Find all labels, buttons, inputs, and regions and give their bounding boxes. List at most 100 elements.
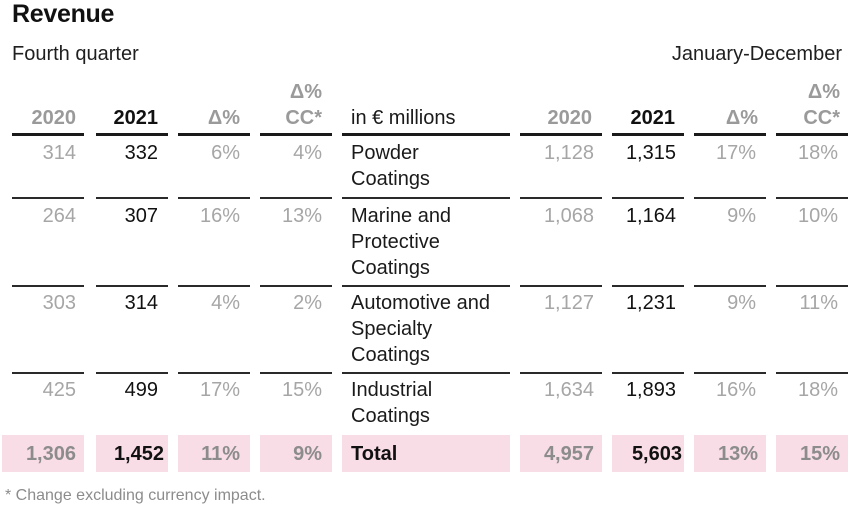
header-rule — [96, 133, 168, 136]
total-cell-bg — [612, 435, 684, 472]
q-delta-value: 6% — [211, 142, 240, 164]
row-rule — [96, 372, 168, 374]
q-2021-value: 307 — [124, 205, 158, 227]
row-rule — [776, 372, 848, 374]
y-2020-value: 1,128 — [543, 142, 594, 164]
total-y-cc: 15% — [799, 443, 840, 465]
row-rule — [12, 197, 84, 199]
header-q-cc-line1: Δ% — [289, 81, 322, 103]
segment-label: Specialty — [351, 318, 433, 340]
y-2021-value: 1,893 — [625, 379, 676, 401]
row-rule — [694, 285, 766, 287]
y-delta-value: 16% — [715, 379, 756, 401]
row-rule — [342, 197, 510, 199]
q-delta-value: 4% — [211, 292, 240, 314]
row-rule — [520, 285, 602, 287]
segment-label: Protective — [351, 231, 440, 253]
page-title: Revenue — [12, 0, 115, 28]
y-2021-value: 1,231 — [625, 292, 676, 314]
right-period-label: January-December — [671, 43, 842, 65]
total-y-2021: 5,603 — [631, 443, 682, 465]
total-cell-bg — [520, 435, 602, 472]
row-rule — [342, 285, 510, 287]
q-cc-value: 13% — [281, 205, 322, 227]
row-rule — [612, 197, 684, 199]
header-y-delta: Δ% — [725, 107, 758, 129]
q-cc-value: 2% — [293, 292, 322, 314]
segment-label: Coatings — [351, 405, 430, 427]
header-rule — [178, 133, 250, 136]
row-rule — [612, 372, 684, 374]
q-2021-value: 499 — [124, 379, 158, 401]
segment-label: Coatings — [351, 344, 430, 366]
header-y-cc-line2: CC* — [803, 107, 840, 129]
header-rule — [260, 133, 332, 136]
header-rule — [612, 133, 684, 136]
header-rule — [776, 133, 848, 136]
total-q-2021: 1,452 — [113, 443, 164, 465]
total-cell-bg — [342, 435, 510, 472]
y-delta-value: 17% — [715, 142, 756, 164]
row-rule — [612, 285, 684, 287]
q-2020-value: 303 — [42, 292, 76, 314]
q-2020-value: 314 — [42, 142, 76, 164]
left-period-label: Fourth quarter — [12, 43, 139, 65]
header-q-2020: 2020 — [31, 107, 77, 129]
total-cell-bg — [2, 435, 84, 472]
row-rule — [342, 372, 510, 374]
header-q-cc-line2: CC* — [285, 107, 322, 129]
total-cell-bg — [96, 435, 168, 472]
header-q-2021: 2021 — [113, 107, 159, 129]
total-cell-bg — [260, 435, 332, 472]
header-rule — [694, 133, 766, 136]
segment-label: Coatings — [351, 257, 430, 279]
header-rule — [12, 133, 84, 136]
header-unit: in € millions — [351, 107, 456, 129]
q-cc-value: 4% — [293, 142, 322, 164]
y-delta-value: 9% — [727, 205, 756, 227]
row-rule — [12, 372, 84, 374]
row-rule — [178, 197, 250, 199]
segment-label: Powder — [351, 142, 419, 164]
header-rule — [520, 133, 602, 136]
y-2020-value: 1,068 — [543, 205, 594, 227]
row-rule — [260, 197, 332, 199]
header-rule — [342, 133, 510, 136]
row-rule — [178, 372, 250, 374]
y-2020-value: 1,634 — [543, 379, 594, 401]
total-label: Total — [351, 443, 398, 465]
row-rule — [12, 285, 84, 287]
q-delta-value: 16% — [199, 205, 240, 227]
row-rule — [96, 197, 168, 199]
row-rule — [260, 372, 332, 374]
segment-label: Automotive and — [351, 292, 490, 314]
total-q-2020: 1,306 — [25, 443, 76, 465]
total-q-delta: 11% — [201, 443, 240, 465]
y-cc-value: 18% — [797, 379, 838, 401]
total-cell-bg — [776, 435, 848, 472]
row-rule — [520, 372, 602, 374]
segment-label: Marine and — [351, 205, 452, 227]
header-y-2020: 2020 — [547, 107, 593, 129]
row-rule — [776, 197, 848, 199]
row-rule — [260, 285, 332, 287]
q-2021-value: 332 — [124, 142, 158, 164]
total-cell-bg — [694, 435, 766, 472]
y-delta-value: 9% — [727, 292, 756, 314]
row-rule — [776, 285, 848, 287]
y-2020-value: 1,127 — [543, 292, 594, 314]
segment-label: Industrial — [351, 379, 433, 401]
total-cell-bg — [178, 435, 250, 472]
y-2021-value: 1,315 — [625, 142, 676, 164]
segment-label: Coatings — [351, 168, 430, 190]
y-cc-value: 18% — [797, 142, 838, 164]
total-y-2020: 4,957 — [543, 443, 594, 465]
header-q-delta: Δ% — [207, 107, 240, 129]
row-rule — [520, 197, 602, 199]
total-y-delta: 13% — [717, 443, 758, 465]
header-y-cc-line1: Δ% — [807, 81, 840, 103]
footnote: * Change excluding currency impact. — [5, 487, 266, 504]
q-cc-value: 15% — [281, 379, 322, 401]
q-delta-value: 17% — [199, 379, 240, 401]
